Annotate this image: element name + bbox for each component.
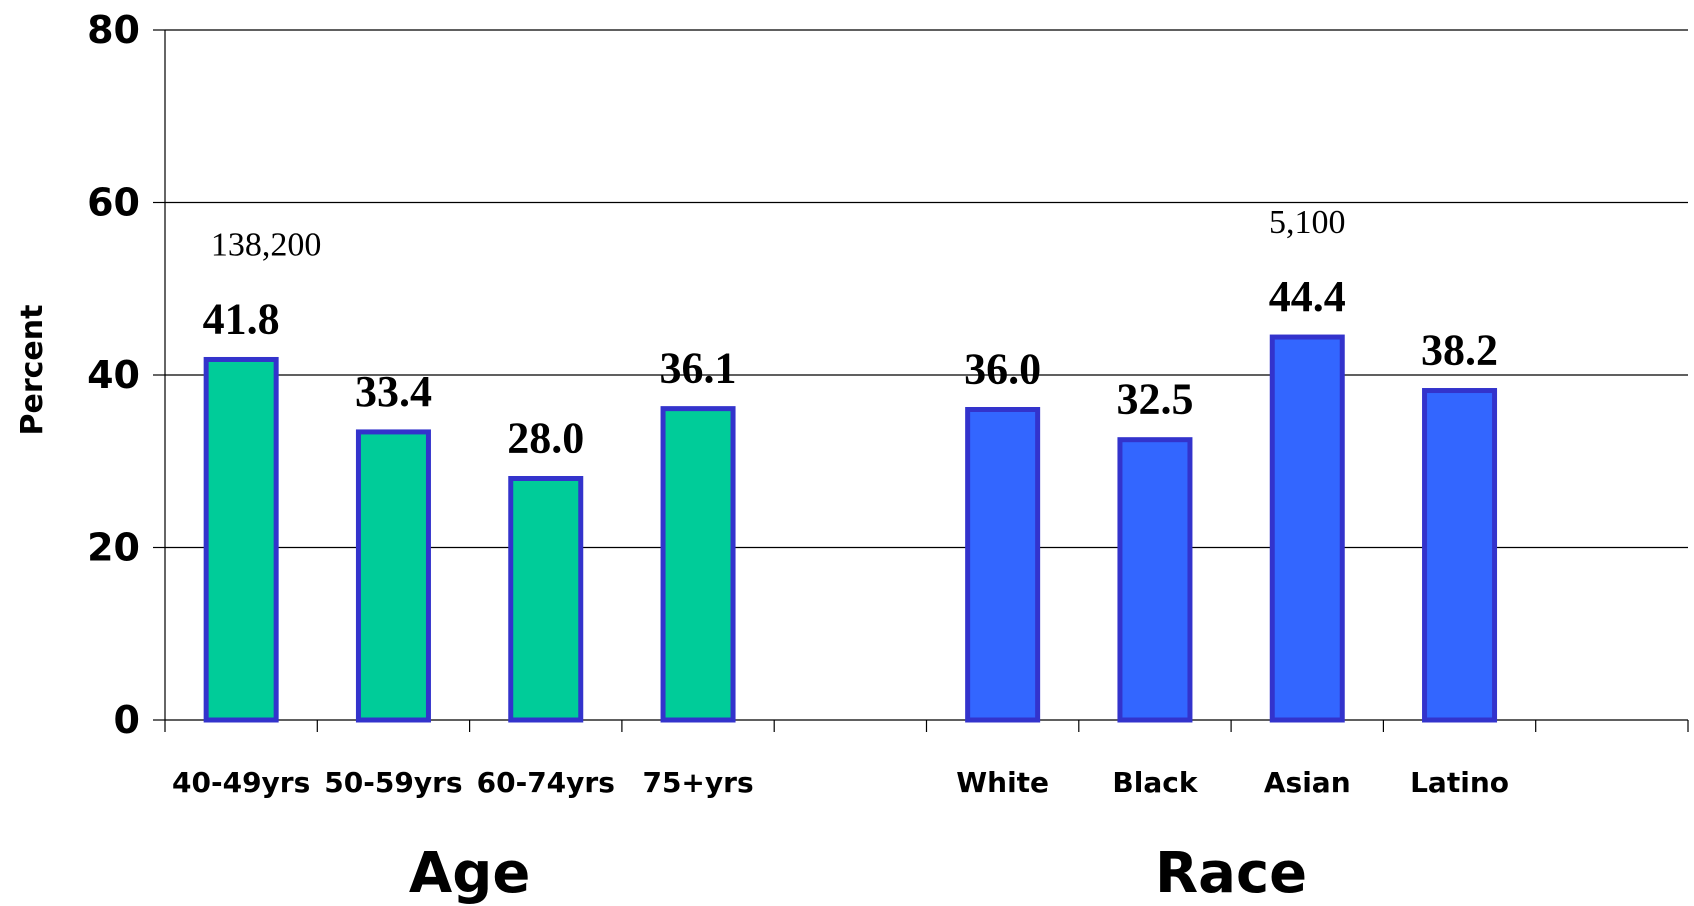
- bar: [508, 476, 584, 723]
- data-label: 41.8: [203, 294, 280, 343]
- y-tick-label: 20: [87, 526, 140, 570]
- x-tick-label: Latino: [1410, 766, 1509, 799]
- data-label: 44.4: [1269, 272, 1346, 321]
- data-label: 32.5: [1116, 375, 1193, 424]
- bar: [1269, 334, 1345, 723]
- y-axis-label: Percent: [15, 305, 50, 436]
- x-tick-label: Black: [1112, 766, 1198, 799]
- count-note: 138,200: [211, 226, 322, 263]
- group-label: Age: [409, 841, 530, 906]
- x-tick-label: 60-74yrs: [477, 766, 615, 799]
- data-label: 33.4: [355, 367, 432, 416]
- x-tick-label: Asian: [1264, 766, 1351, 799]
- x-tick-label: White: [956, 766, 1049, 799]
- data-label: 36.1: [660, 344, 737, 393]
- bar: [1117, 437, 1193, 723]
- y-tick-label: 80: [87, 8, 140, 52]
- y-tick-label: 40: [87, 353, 140, 397]
- x-tick-label: 50-59yrs: [324, 766, 462, 799]
- data-label: 36.0: [964, 345, 1041, 394]
- bar: [965, 407, 1041, 723]
- x-tick-label: 40-49yrs: [172, 766, 310, 799]
- x-tick-label: 75+yrs: [642, 766, 753, 799]
- y-tick-label: 0: [114, 698, 140, 742]
- bars: [203, 334, 1498, 723]
- group-label: Race: [1155, 841, 1307, 906]
- bar: [1422, 388, 1498, 723]
- data-label: 28.0: [507, 414, 584, 463]
- bar: [203, 356, 279, 723]
- bar: [355, 429, 431, 723]
- bar: [660, 406, 736, 723]
- y-tick-label: 60: [87, 181, 140, 225]
- data-label: 38.2: [1421, 326, 1498, 375]
- count-note: 5,100: [1269, 204, 1346, 241]
- labels: 0 20 40 60 80 41.8 138,200 40-49yrs 33.4 50-59yrs…: [87, 8, 1509, 906]
